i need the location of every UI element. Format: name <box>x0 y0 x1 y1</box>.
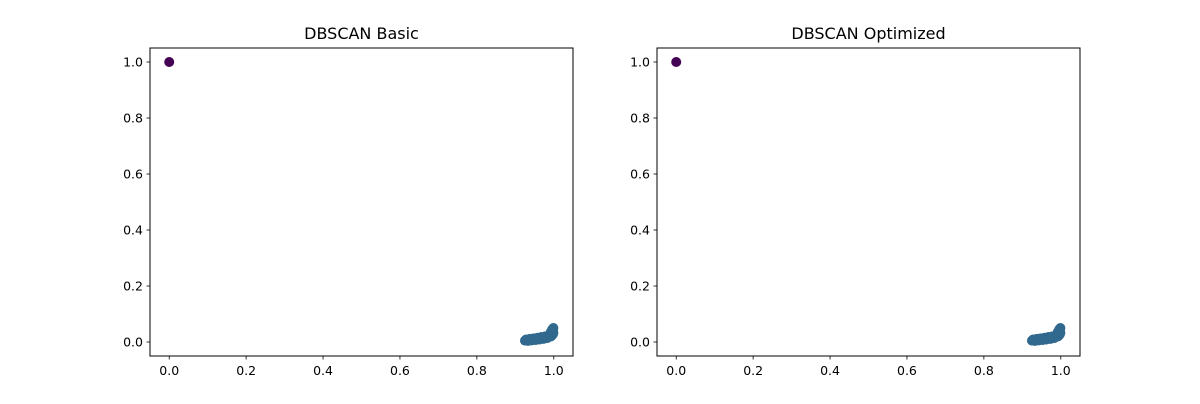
ticks-layer: 0.0 0.2 0.4 0.6 0.8 1.0 0.0 0.2 0.4 0.6 0.8 1.0 <box>123 55 564 379</box>
subplot-title: DBSCAN Optimized <box>791 24 945 43</box>
x-tick-label: 0.2 <box>743 363 763 378</box>
x-tick-label: 0.8 <box>467 363 487 378</box>
subplot-dbscan-optimized: DBSCAN Optimized 0.0 0.2 0.4 0.6 0.8 1.00.00.… <box>630 24 1081 379</box>
points-layer <box>164 57 559 346</box>
x-tick-label: 1.0 <box>1051 363 1071 378</box>
x-tick-label: 0.6 <box>897 363 917 378</box>
y-tick-label: 0.4 <box>123 223 143 238</box>
y-tick-label: 0.8 <box>123 111 143 126</box>
cluster-point <box>1055 328 1066 339</box>
y-tick-label: 0.8 <box>630 111 650 126</box>
axes-frame <box>656 47 1081 357</box>
subplot-dbscan-basic: DBSCAN Basic 0.0 0.2 0.4 0.6 0.8 1.0 0.0 0.2 0.4… <box>123 24 574 379</box>
x-tick-label: 0.8 <box>974 363 994 378</box>
points-layer <box>671 57 1066 346</box>
subplot-title: DBSCAN Basic <box>304 24 419 43</box>
x-tick-label: 0.0 <box>666 363 686 378</box>
x-tick-label: 0.0 <box>159 363 179 378</box>
noise-point <box>671 57 682 67</box>
x-tick-label: 0.6 <box>390 363 410 378</box>
noise-point <box>164 57 175 67</box>
x-tick-label: 0.2 <box>236 363 256 378</box>
y-tick-label: 0.6 <box>630 167 650 182</box>
x-tick-label: 0.4 <box>313 363 333 378</box>
y-tick-label: 0.4 <box>630 223 650 238</box>
y-tick-label: 0.2 <box>123 279 143 294</box>
y-tick-label: 1.0 <box>630 55 650 70</box>
x-tick-label: 0.4 <box>820 363 840 378</box>
x-tick-label: 1.0 <box>544 363 564 378</box>
y-tick-label: 0.6 <box>123 167 143 182</box>
y-tick-label: 0.2 <box>630 279 650 294</box>
axes-frame <box>149 47 574 357</box>
y-tick-label: 0.0 <box>123 335 143 350</box>
y-tick-label: 0.0 <box>630 335 650 350</box>
cluster-point <box>548 328 559 339</box>
ticks-layer: 0.0 0.2 0.4 0.6 0.8 1.0 0.0 0.2 0.4 0.6 0.8 1.0 <box>630 55 1071 379</box>
y-tick-label: 1.0 <box>123 55 143 70</box>
